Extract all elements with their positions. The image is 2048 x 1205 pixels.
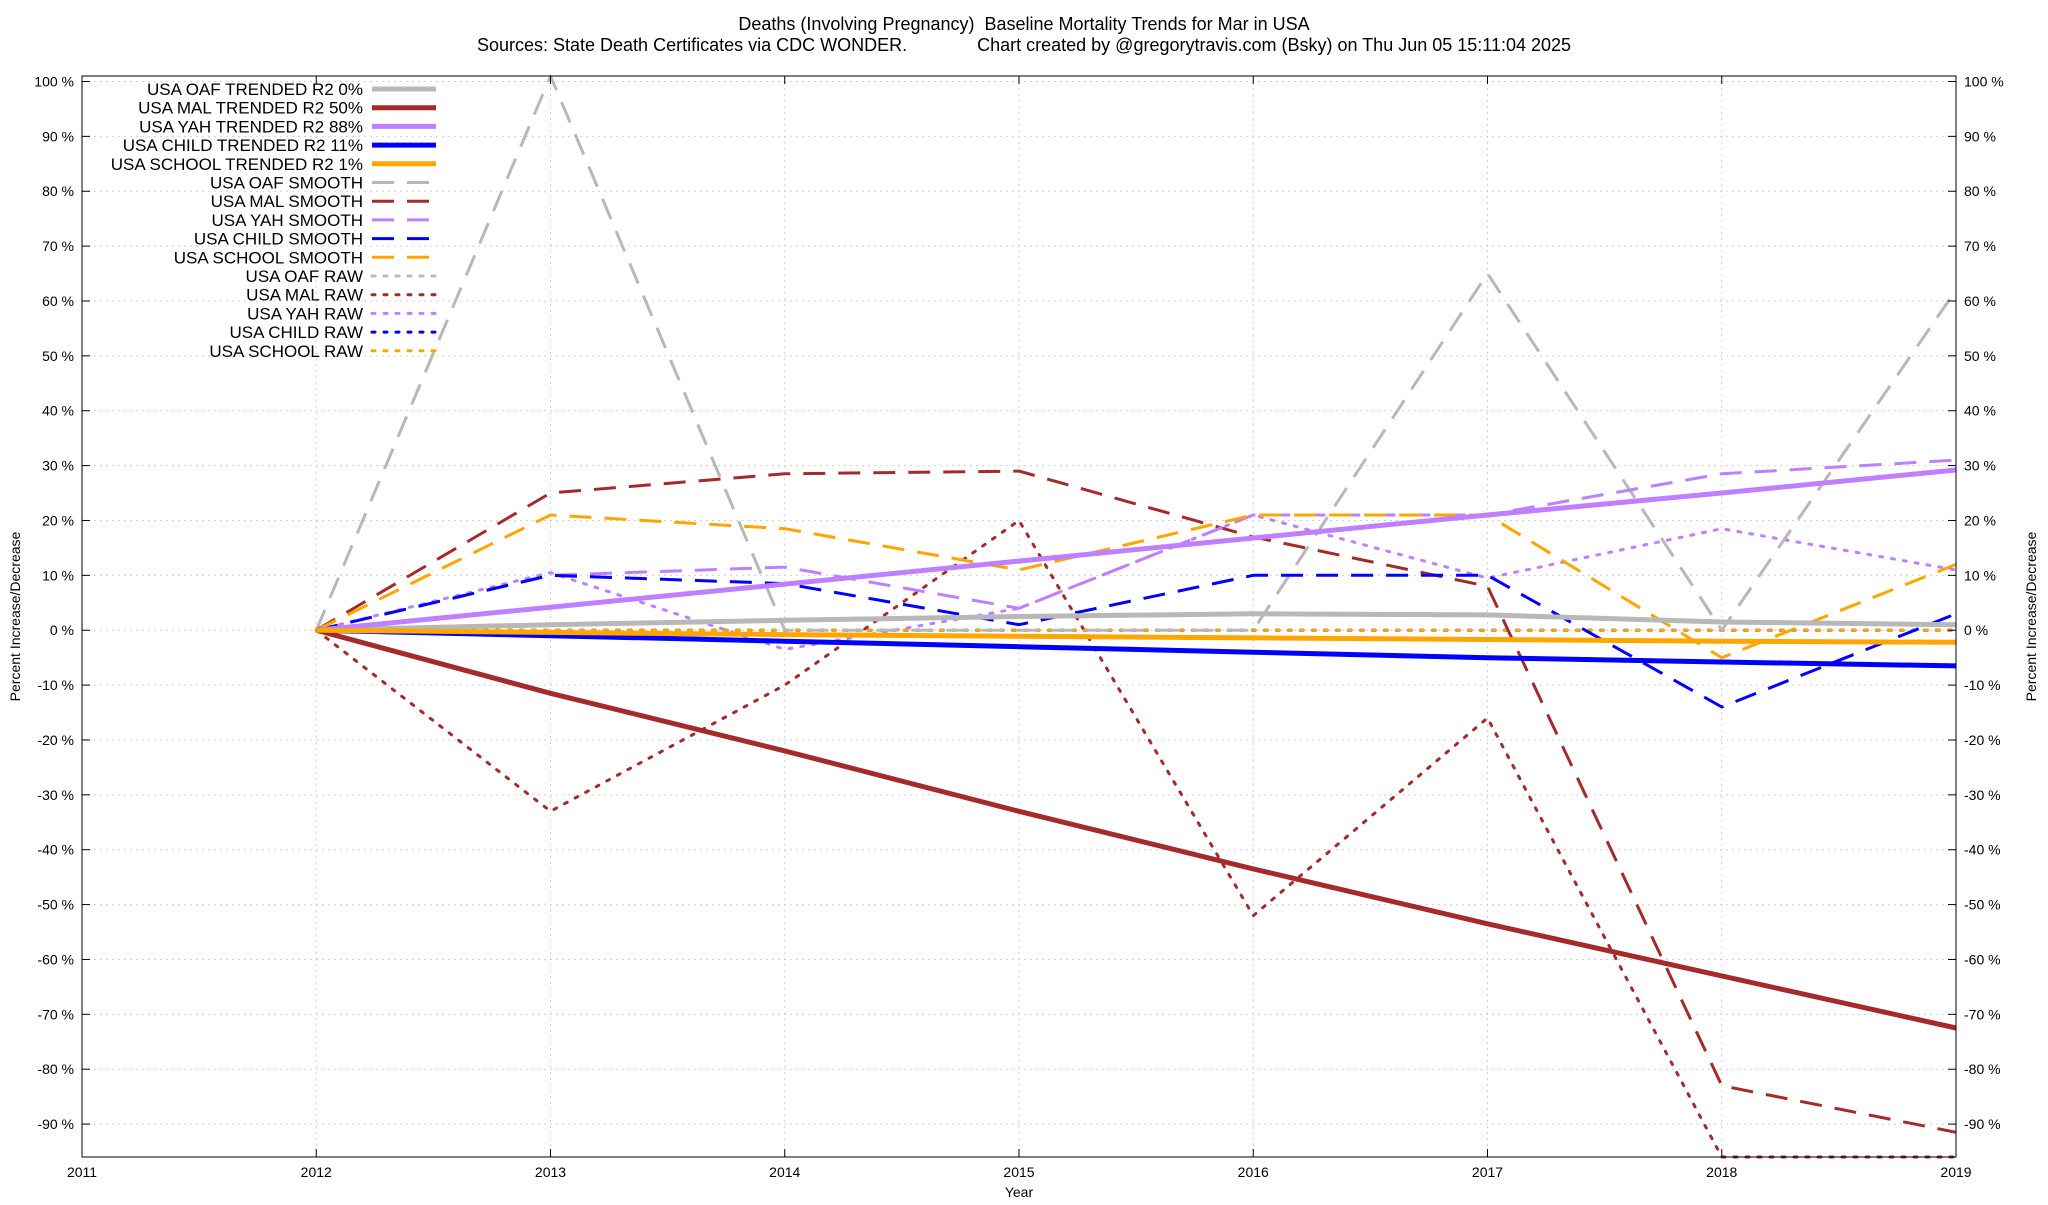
x-tick-label: 2014: [769, 1164, 800, 1180]
legend-label: USA YAH RAW: [247, 304, 363, 323]
y-tick-label-left: 90 %: [42, 128, 74, 144]
y-tick-label-left: 40 %: [42, 403, 74, 419]
chart-subtitle: Sources: State Death Certificates via CD…: [477, 35, 1571, 55]
chart-title: Deaths (Involving Pregnancy) Baseline Mo…: [738, 14, 1309, 34]
x-axis-title: Year: [1005, 1184, 1034, 1200]
legend-label: USA SCHOOL RAW: [209, 342, 363, 361]
y-tick-label-right: -40 %: [1964, 842, 2001, 858]
y-tick-label-left: -30 %: [37, 787, 74, 803]
y-tick-label-right: -90 %: [1964, 1116, 2001, 1132]
y-tick-label-right: 30 %: [1964, 458, 1996, 474]
legend-label: USA CHILD TRENDED R2 11%: [123, 136, 363, 155]
x-tick-label: 2011: [67, 1164, 97, 1180]
legend-label: USA MAL SMOOTH: [211, 192, 363, 211]
legend-label: USA OAF RAW: [246, 267, 363, 286]
y-axis-title-right: Percent Increase/Decrease: [2023, 531, 2039, 701]
series-line-usa-yah-trended-r2-88: [316, 467, 1957, 633]
y-tick-label-left: -60 %: [37, 951, 74, 967]
legend-label: USA SCHOOL SMOOTH: [174, 248, 363, 267]
x-tick-label: 2013: [535, 1164, 566, 1180]
y-axis-title-left: Percent Increase/Decrease: [7, 531, 23, 701]
series-line-usa-mal-trended-r2-50: [315, 627, 1957, 1031]
y-tick-label-left: 80 %: [42, 183, 74, 199]
x-tick-label: 2019: [1940, 1164, 1971, 1180]
y-tick-label-left: -80 %: [37, 1061, 74, 1077]
y-tick-label-left: 60 %: [42, 293, 74, 309]
y-tick-label-right: 50 %: [1964, 348, 1996, 364]
axis-ticks: 2011 2012 2013 2014 2015 2016 2017 2018 2019 100 …: [34, 73, 2003, 1180]
series-line-usa-oaf-trended-r2-0: [316, 611, 1957, 633]
y-tick-label-right: 0 %: [1964, 622, 1988, 638]
x-tick-label: 2017: [1472, 1164, 1503, 1180]
legend-label: USA OAF TRENDED R2 0%: [147, 80, 363, 99]
y-tick-label-right: 10 %: [1964, 567, 1996, 583]
legend-label: USA YAH SMOOTH: [212, 211, 363, 230]
x-tick-label: 2016: [1238, 1164, 1269, 1180]
y-tick-label-right: -20 %: [1964, 732, 2001, 748]
legend-label: USA CHILD SMOOTH: [194, 230, 363, 249]
y-tick-label-right: 90 %: [1964, 128, 1996, 144]
legend-label: USA OAF SMOOTH: [210, 174, 363, 193]
y-tick-label-right: -10 %: [1964, 677, 2001, 693]
y-tick-label-left: 20 %: [42, 512, 74, 528]
x-tick-label: 2015: [1003, 1164, 1034, 1180]
legend-label: USA YAH TRENDED R2 88%: [139, 117, 363, 136]
series-line-usa-mal-raw: [314, 519, 1958, 1159]
legend-label: USA CHILD RAW: [229, 323, 363, 342]
x-tick-label: 2018: [1706, 1164, 1737, 1180]
series-line-usa-child-trended-r2-11: [316, 627, 1957, 669]
x-tick-label: 2012: [301, 1164, 332, 1180]
series-line-usa-school-trended-r2-1: [316, 627, 1957, 645]
y-tick-label-right: -70 %: [1964, 1006, 2001, 1022]
y-tick-label-left: -50 %: [37, 897, 74, 913]
y-tick-label-left: -10 %: [37, 677, 74, 693]
legend-label: USA MAL TRENDED R2 50%: [138, 99, 363, 118]
y-tick-label-left: 100 %: [34, 73, 74, 89]
legend: USA OAF TRENDED R2 0%USA MAL TRENDED R2 …: [111, 80, 438, 361]
y-tick-label-left: -40 %: [37, 842, 74, 858]
y-tick-label-left: -20 %: [37, 732, 74, 748]
legend-label: USA SCHOOL TRENDED R2 1%: [111, 155, 363, 174]
y-tick-label-left: 0 %: [50, 622, 74, 638]
y-tick-label-left: 50 %: [42, 348, 74, 364]
series-line-usa-child-smooth: [315, 573, 1957, 709]
y-tick-label-right: 20 %: [1964, 512, 1996, 528]
series-line-usa-school-smooth: [315, 513, 1957, 660]
y-tick-label-left: 70 %: [42, 238, 74, 254]
series-line-usa-oaf-smooth: [314, 74, 1958, 632]
y-tick-label-left: -70 %: [37, 1006, 74, 1022]
series-line-usa-mal-smooth: [315, 469, 1957, 1134]
y-tick-label-right: -60 %: [1964, 951, 2001, 967]
y-tick-label-right: -50 %: [1964, 897, 2001, 913]
y-tick-label-left: 30 %: [42, 458, 74, 474]
y-tick-label-right: 40 %: [1964, 403, 1996, 419]
y-tick-label-right: -30 %: [1964, 787, 2001, 803]
y-tick-label-right: 60 %: [1964, 293, 1996, 309]
y-tick-label-right: 80 %: [1964, 183, 1996, 199]
y-tick-label-left: 10 %: [42, 567, 74, 583]
y-tick-label-right: 70 %: [1964, 238, 1996, 254]
y-tick-label-right: -80 %: [1964, 1061, 2001, 1077]
series-lines: [314, 74, 1958, 1159]
series-line-usa-yah-raw: [314, 513, 1958, 651]
legend-label: USA MAL RAW: [246, 286, 363, 305]
y-tick-label-right: 100 %: [1964, 73, 2004, 89]
y-tick-label-left: -90 %: [37, 1116, 74, 1132]
